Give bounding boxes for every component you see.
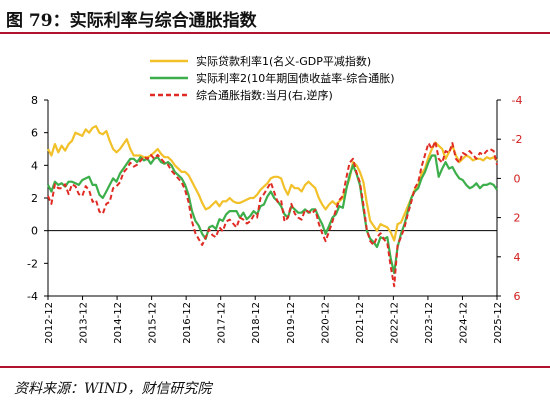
left-tick-label: -4 <box>27 290 38 303</box>
x-tick-label: 2018-12 <box>251 302 262 344</box>
x-tick-label: 2022-12 <box>389 302 400 344</box>
right-tick-label: -2 <box>512 133 523 146</box>
legend: 实际贷款利率1(名义-GDP平减指数) 实际利率2(10年期国债收益率-综合通胀)… <box>150 54 395 102</box>
x-tick-label: 2020-12 <box>320 302 331 344</box>
legend-label-3: 综合通胀指数:当月(右,逆序) <box>196 88 333 102</box>
chart: 8 6 4 2 0 -2 -4 -4 -2 0 2 4 6 2012-12 2013-12 2014-12 20… <box>27 54 522 344</box>
x-tick-label: 2012-12 <box>44 302 55 344</box>
chart-title: 图 79：实际利率与综合通胀指数 <box>6 11 257 31</box>
x-tick-label: 2025-12 <box>493 302 504 344</box>
left-tick-label: 4 <box>31 159 38 172</box>
right-tick-label: 2 <box>514 212 521 225</box>
source-note: 资料来源：WIND，财信研究院 <box>14 381 212 397</box>
x-tick-label: 2016-12 <box>182 302 193 344</box>
legend-label-1: 实际贷款利率1(名义-GDP平减指数) <box>196 54 371 68</box>
right-tick-label: -4 <box>512 94 523 107</box>
title-bar: 图 79：实际利率与综合通胀指数 <box>0 0 550 34</box>
left-tick-label: 8 <box>31 94 38 107</box>
series-line-2 <box>47 154 498 275</box>
x-tick-label: 2015-12 <box>148 302 159 344</box>
x-tick-label: 2013-12 <box>79 302 90 344</box>
left-tick-label: 2 <box>31 192 38 205</box>
x-tick-label: 2019-12 <box>286 302 297 344</box>
x-tick-label: 2014-12 <box>113 302 124 344</box>
x-tick-label: 2024-12 <box>458 302 469 344</box>
series-line-3 <box>47 140 498 288</box>
axes: 8 6 4 2 0 -2 -4 -4 -2 0 2 4 6 2012-12 2013-12 2014-12 20… <box>27 94 522 344</box>
series-lines <box>47 124 498 288</box>
right-tick-label: 4 <box>514 251 521 264</box>
source-bar: 资料来源：WIND，财信研究院 <box>0 366 550 404</box>
right-tick-label: 6 <box>514 290 521 303</box>
left-tick-label: -2 <box>27 257 38 270</box>
series-line-1 <box>47 124 498 242</box>
left-tick-label: 0 <box>31 225 38 238</box>
legend-label-2: 实际利率2(10年期国债收益率-综合通胀) <box>196 71 395 85</box>
x-tick-label: 2023-12 <box>424 302 435 344</box>
right-tick-label: 0 <box>514 172 521 185</box>
x-tick-label: 2021-12 <box>355 302 366 344</box>
left-tick-label: 6 <box>31 127 38 140</box>
x-tick-label: 2017-12 <box>217 302 228 344</box>
